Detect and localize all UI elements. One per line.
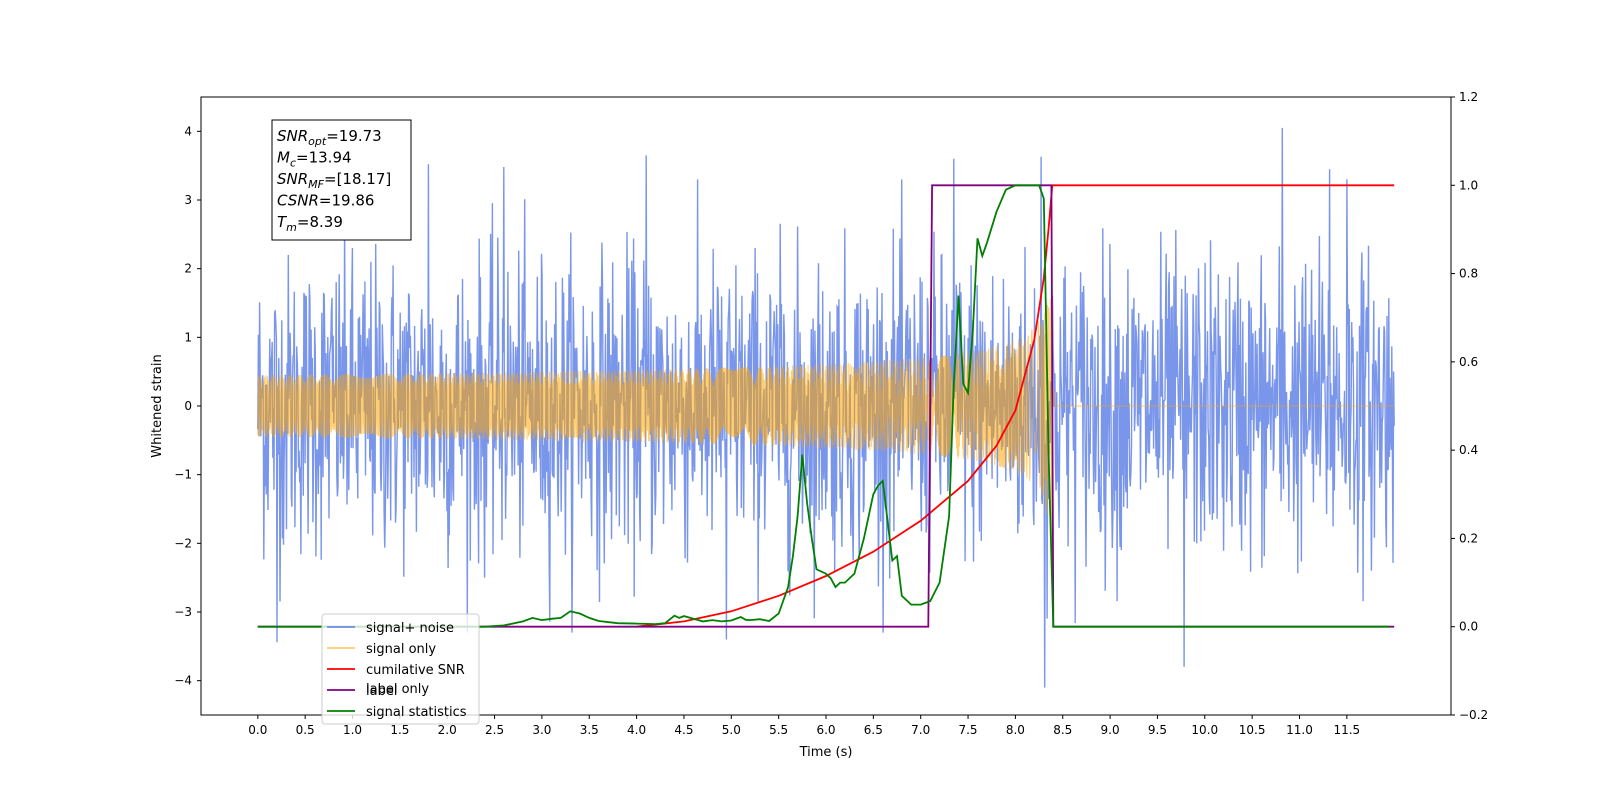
x-tick-label: 9.0 xyxy=(1101,723,1120,737)
y-axis-right: 1.2 1.0 0.8 0.6 0.4 0.2 0.0 −0.2 xyxy=(1451,90,1488,722)
annotation-box: SNRopt=19.73Mc=13.94SNRMF=[18.17]CSNR=19… xyxy=(271,119,412,241)
y-axis-left: 4 3 2 1 0 −1 −2 −3 −4 xyxy=(174,124,201,688)
legend-label: cumilative SNR xyxy=(366,663,465,678)
y-tick-label-left: −2 xyxy=(174,536,192,550)
annotation-line: CSNR=19.86 xyxy=(277,192,374,210)
annotation-line: SNRopt=19.73 xyxy=(277,127,382,148)
y-tick-label-left: −4 xyxy=(174,674,192,688)
y-tick-label-right: 0.8 xyxy=(1459,267,1478,281)
y-tick-label-left: 3 xyxy=(184,193,192,207)
x-tick-label: 4.0 xyxy=(627,723,646,737)
y-tick-label-right: 0.0 xyxy=(1459,620,1478,634)
x-tick-label: 10.0 xyxy=(1191,723,1218,737)
x-tick-label: 3.0 xyxy=(532,723,551,737)
x-tick-label: 0.0 xyxy=(248,723,267,737)
x-axis: 0.0 0.5 1.0 1.5 2.0 2.5 3.0 3.5 4.0 4.5 5.0 5.5 6.0 6… xyxy=(248,715,1360,737)
x-tick-label: 1.0 xyxy=(343,723,362,737)
x-tick-label: 1.5 xyxy=(390,723,409,737)
x-tick-label: 4.5 xyxy=(674,723,693,737)
y-tick-label-right: 1.2 xyxy=(1459,90,1478,104)
legend-frame xyxy=(321,613,480,725)
series-cumilative-snr xyxy=(636,184,1395,628)
x-tick-label: 8.0 xyxy=(1006,723,1025,737)
x-tick-label: 6.5 xyxy=(864,723,883,737)
x-tick-label: 7.5 xyxy=(958,723,977,737)
legend-label: signal only xyxy=(366,642,436,657)
annotation-frame xyxy=(271,119,412,241)
legend-label: signal+ noise xyxy=(366,621,454,636)
x-tick-label: 6.0 xyxy=(816,723,835,737)
x-tick-label: 5.0 xyxy=(722,723,741,737)
y-tick-label-right: 0.2 xyxy=(1459,531,1478,545)
series-signal-noise xyxy=(257,127,1395,688)
x-axis-label: Time (s) xyxy=(799,745,853,760)
y-tick-label-right: 0.4 xyxy=(1459,443,1478,457)
x-tick-label: 9.5 xyxy=(1148,723,1167,737)
y-tick-label-left: −1 xyxy=(174,468,192,482)
x-tick-label: 10.5 xyxy=(1239,723,1266,737)
legend-label: label xyxy=(366,684,397,699)
legend-label: signal statistics xyxy=(366,705,467,720)
y-tick-label-left: 1 xyxy=(184,330,192,344)
y-tick-label-right: 0.6 xyxy=(1459,355,1478,369)
x-tick-label: 2.0 xyxy=(438,723,457,737)
y-axis-label: Whitened strain xyxy=(150,354,165,457)
x-tick-label: 7.0 xyxy=(911,723,930,737)
series-signal-statistics xyxy=(257,184,1390,628)
legend: label only signal+ noise signal only cumila… xyxy=(321,613,480,725)
x-tick-label: 8.5 xyxy=(1053,723,1072,737)
y-tick-label-right: 1.0 xyxy=(1459,178,1478,192)
x-tick-label: 5.5 xyxy=(769,723,788,737)
x-tick-label: 11.5 xyxy=(1333,723,1360,737)
legend-ghost-label: label only xyxy=(366,682,429,697)
series-layer xyxy=(257,127,1395,688)
x-tick-label: 11.0 xyxy=(1286,723,1313,737)
x-tick-label: 3.5 xyxy=(580,723,599,737)
y-tick-label-right: −0.2 xyxy=(1459,708,1488,722)
y-tick-label-left: 4 xyxy=(184,124,192,138)
x-tick-label: 0.5 xyxy=(296,723,315,737)
x-tick-label: 2.5 xyxy=(485,723,504,737)
y-tick-label-left: 2 xyxy=(184,262,192,276)
annotation-line: SNRMF=[18.17] xyxy=(277,170,391,191)
series-signal-only xyxy=(257,247,1395,573)
y-tick-label-left: −3 xyxy=(174,605,192,619)
annotation-line: Mc=13.94 xyxy=(277,149,352,170)
y-tick-label-left: 0 xyxy=(184,399,192,413)
annotation-line: Tm=8.39 xyxy=(277,213,343,234)
